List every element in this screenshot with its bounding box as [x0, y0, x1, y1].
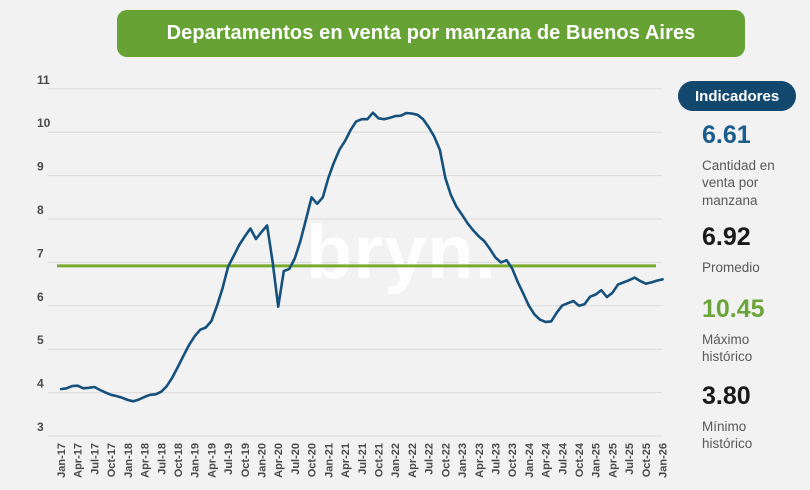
- indicator-current: 6.61 Cantidad en venta por manzana: [702, 121, 797, 210]
- indicator-average-label: Promedio: [702, 259, 760, 275]
- x-tick-label: Jan-19: [190, 443, 202, 478]
- x-tick-label: Oct-20: [307, 443, 319, 477]
- y-tick-label: 3: [37, 420, 44, 434]
- y-tick-label: 11: [37, 73, 50, 87]
- x-axis-labels: Jan-17 Apr-17 Jul-17 Oct-17 Jan-18 Apr-18 Jul-…: [56, 442, 670, 478]
- x-tick-label: Apr-19: [206, 443, 218, 478]
- x-tick-label: Jan-23: [457, 443, 469, 478]
- indicator-max-value: 10.45: [702, 295, 765, 323]
- x-tick-label: Jul-20: [290, 443, 302, 475]
- x-tick-label: Oct-22: [440, 443, 452, 477]
- indicators-header-text: Indicadores: [695, 87, 780, 105]
- x-tick-label: Jul-25: [624, 443, 636, 475]
- x-tick-label: Jan-18: [123, 443, 135, 478]
- indicator-min: 3.80 Mínimo histórico: [702, 382, 797, 453]
- indicator-average-value: 6.92: [702, 223, 751, 251]
- x-tick-label: Jan-20: [257, 443, 269, 478]
- gridlines: [48, 88, 662, 437]
- x-tick-label: Oct-23: [507, 443, 519, 477]
- x-tick-label: Apr-17: [73, 443, 85, 478]
- indicator-current-label: Cantidad en venta por manzana: [702, 157, 775, 209]
- indicator-current-value: 6.61: [702, 121, 751, 149]
- x-tick-label: Jul-24: [557, 442, 569, 475]
- series-line: [59, 111, 664, 403]
- x-tick-label: Jan-24: [524, 442, 536, 478]
- y-axis-labels: 3 4 5 6 7 8 9 10 11: [37, 73, 51, 434]
- x-tick-label: Jul-19: [223, 443, 235, 475]
- x-tick-label: Apr-24: [541, 442, 553, 478]
- indicator-average: 6.92 Promedio: [702, 223, 797, 276]
- x-tick-label: Oct-17: [106, 443, 118, 477]
- x-tick-label: Apr-18: [140, 443, 152, 478]
- indicator-max-label: Máximo histórico: [702, 331, 753, 365]
- y-tick-label: 8: [37, 203, 44, 217]
- x-tick-label: Oct-21: [373, 443, 385, 477]
- x-tick-label: Apr-25: [607, 443, 619, 478]
- x-tick-label: Jan-17: [56, 443, 68, 478]
- indicator-max: 10.45 Máximo histórico: [702, 295, 797, 366]
- indicator-min-label: Mínimo histórico: [702, 418, 753, 452]
- x-tick-label: Jan-22: [390, 443, 402, 478]
- x-tick-label: Jul-22: [424, 443, 436, 475]
- x-tick-label: Jan-21: [323, 443, 335, 478]
- x-tick-label: Oct-25: [641, 443, 653, 477]
- y-tick-label: 4: [37, 377, 44, 391]
- chart-title-text: Departamentos en venta por manzana de Bu…: [166, 22, 696, 44]
- y-tick-label: 7: [37, 246, 44, 260]
- x-tick-label: Jul-17: [89, 443, 101, 475]
- x-tick-label: Apr-23: [474, 443, 486, 478]
- y-tick-label: 6: [37, 290, 44, 304]
- chart-title: Departamentos en venta por manzana de Bu…: [117, 10, 745, 57]
- x-tick-label: Jul-21: [357, 443, 369, 475]
- x-tick-label: Oct-19: [240, 443, 252, 477]
- x-tick-label: Oct-24: [574, 442, 586, 477]
- indicators-header: Indicadores: [678, 81, 797, 111]
- x-tick-label: Apr-22: [407, 443, 419, 478]
- watermark: bryn.: [306, 210, 497, 295]
- x-tick-label: Jul-23: [490, 443, 502, 475]
- y-tick-label: 9: [37, 160, 44, 174]
- x-tick-label: Apr-21: [340, 443, 352, 478]
- x-tick-label: Jan-26: [658, 443, 670, 478]
- x-tick-label: Jul-18: [156, 443, 168, 475]
- x-tick-label: Jan-25: [591, 443, 603, 478]
- x-tick-label: Apr-20: [273, 443, 285, 478]
- y-tick-label: 10: [37, 116, 51, 130]
- y-tick-label: 5: [37, 333, 44, 347]
- x-tick-label: Oct-18: [173, 443, 185, 477]
- indicator-min-value: 3.80: [702, 382, 751, 410]
